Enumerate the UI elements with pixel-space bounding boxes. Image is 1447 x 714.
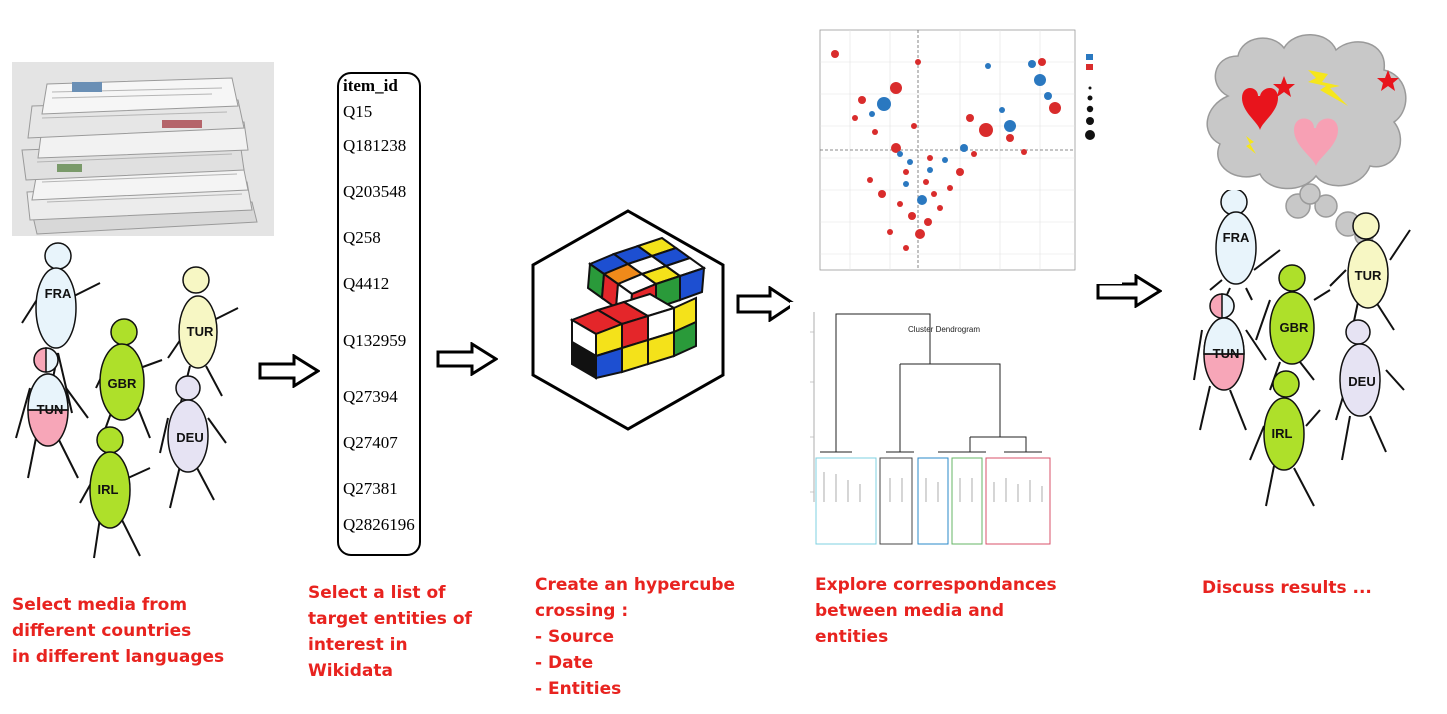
person-label: TUN bbox=[1213, 346, 1240, 361]
person-label: FRA bbox=[45, 286, 72, 301]
dendrogram-title: Cluster Dendrogram bbox=[908, 325, 980, 334]
people-group-left: FRA TUR TUN GBR DEU IRL bbox=[15, 242, 239, 559]
person-label: IRL bbox=[98, 482, 119, 497]
person-label: TUR bbox=[187, 324, 214, 339]
person-label: FRA bbox=[1223, 230, 1250, 245]
cluster-dendrogram: Cluster Dendrogram bbox=[790, 302, 1082, 550]
person-label: GBR bbox=[108, 376, 138, 391]
entity-list-item: Q4412 bbox=[343, 274, 390, 293]
arrow-right-icon bbox=[1096, 274, 1162, 308]
heart-icon bbox=[1294, 118, 1338, 166]
star-icon bbox=[1377, 70, 1399, 91]
entity-list-item: Q258 bbox=[343, 228, 381, 247]
hypercube-hexagon-icon bbox=[531, 209, 725, 431]
person-label: DEU bbox=[176, 430, 203, 445]
entity-list-item: Q181238 bbox=[343, 136, 407, 155]
person-label: IRL bbox=[1272, 426, 1293, 441]
entity-list-item: Q27407 bbox=[343, 433, 398, 452]
entity-list-box bbox=[337, 72, 421, 556]
lightning-icon bbox=[1308, 70, 1348, 106]
entity-list-item: Q15 bbox=[343, 102, 373, 121]
arrow-right-icon bbox=[258, 354, 320, 388]
step-caption-select-media: Select media from different countries in… bbox=[12, 595, 225, 667]
people-group-right: FRA TUR GBR TUN DEU IRL bbox=[1193, 190, 1411, 507]
entity-list-item: Q27381 bbox=[343, 479, 398, 498]
newspaper-stack-image bbox=[12, 62, 274, 236]
arrow-right-icon bbox=[436, 342, 498, 376]
star-icon bbox=[1273, 76, 1295, 97]
person-label: TUR bbox=[1355, 268, 1382, 283]
lightning-icon bbox=[1246, 136, 1256, 154]
person-label: TUN bbox=[37, 402, 64, 417]
entity-list-item: Q27394 bbox=[343, 387, 398, 406]
person-label: DEU bbox=[1348, 374, 1375, 389]
arrow-right-icon bbox=[736, 286, 796, 322]
step-caption-explore: Explore correspondances between media an… bbox=[815, 575, 1057, 647]
entity-list-item: Q2826196 bbox=[343, 515, 415, 534]
heart-icon bbox=[1242, 88, 1278, 130]
entity-list-item: Q203548 bbox=[343, 182, 407, 201]
step-caption-select-entities: Select a list of target entities of inte… bbox=[308, 583, 472, 681]
person-label: GBR bbox=[1280, 320, 1310, 335]
entity-list-item: Q132959 bbox=[343, 331, 407, 350]
entity-list-header: item_id bbox=[343, 76, 398, 95]
step-caption-discuss: Discuss results ... bbox=[1202, 578, 1372, 598]
correspondence-scatter-plot bbox=[810, 22, 1122, 284]
step-caption-hypercube: Create an hypercube crossing : - Source … bbox=[535, 575, 736, 699]
thought-cloud bbox=[1206, 34, 1407, 246]
